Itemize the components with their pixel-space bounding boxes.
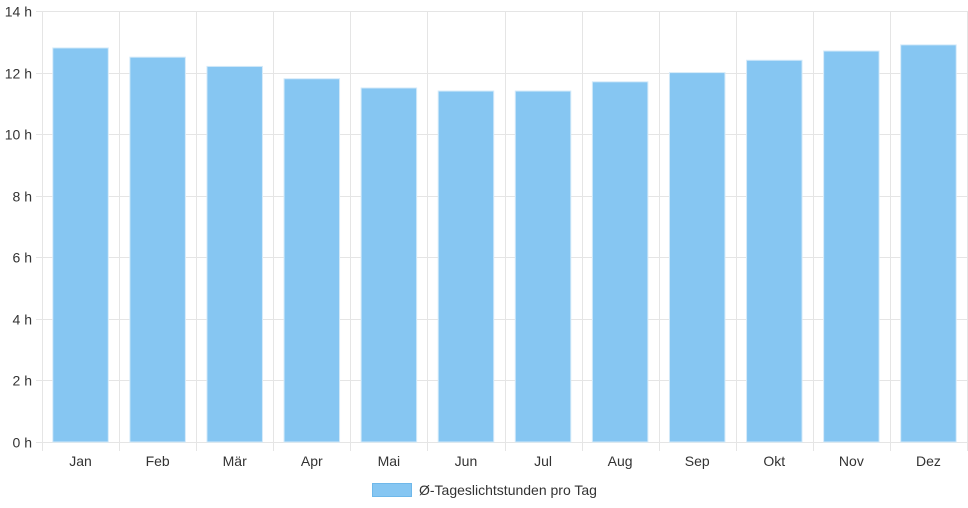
bar: [746, 59, 803, 443]
y-tick-label: 6 h: [13, 250, 32, 266]
x-tick-label: Okt: [763, 453, 785, 469]
bar: [591, 81, 649, 443]
y-tick-label: 2 h: [13, 373, 32, 389]
x-tick-label: Nov: [839, 453, 864, 469]
bar: [360, 87, 418, 443]
legend-swatch: [372, 483, 412, 497]
bar: [823, 50, 880, 443]
bar: [514, 90, 572, 443]
x-tick-label: Sep: [685, 453, 710, 469]
x-tick-label: Dez: [916, 453, 941, 469]
x-tick-label: Feb: [146, 453, 170, 469]
y-tick-label: 0 h: [13, 435, 32, 451]
x-tick-label: Apr: [301, 453, 323, 469]
y-tick-label: 14 h: [5, 4, 32, 20]
y-tick-label: 8 h: [13, 189, 32, 205]
bar: [437, 90, 495, 443]
bar: [900, 44, 957, 443]
y-axis-ticks: 0 h 2 h 4 h 6 h 8 h 10 h 12 h 14 h: [5, 4, 32, 451]
x-tick-label: Jan: [69, 453, 92, 469]
x-tick-label: Jul: [534, 453, 552, 469]
bar: [283, 78, 341, 443]
x-tick-label: Mai: [378, 453, 401, 469]
legend-label: Ø-Tageslichtstunden pro Tag: [419, 482, 597, 498]
y-tick-label: 10 h: [5, 127, 32, 143]
x-tick-label: Mär: [223, 453, 247, 469]
grid: [36, 11, 968, 451]
legend[interactable]: Ø-Tageslichtstunden pro Tag: [372, 480, 597, 500]
x-tick-label: Aug: [608, 453, 633, 469]
x-axis-ticks: Jan Feb Mär Apr Mai Jun Jul Aug Sep Okt Nov Dez: [69, 453, 941, 469]
bar: [668, 72, 726, 443]
x-tick-label: Jun: [455, 453, 478, 469]
bar: [206, 65, 263, 443]
bars: [52, 44, 957, 443]
y-tick-label: 12 h: [5, 66, 32, 82]
bar: [52, 47, 109, 443]
bar: [129, 56, 186, 443]
y-tick-label: 4 h: [13, 312, 32, 328]
